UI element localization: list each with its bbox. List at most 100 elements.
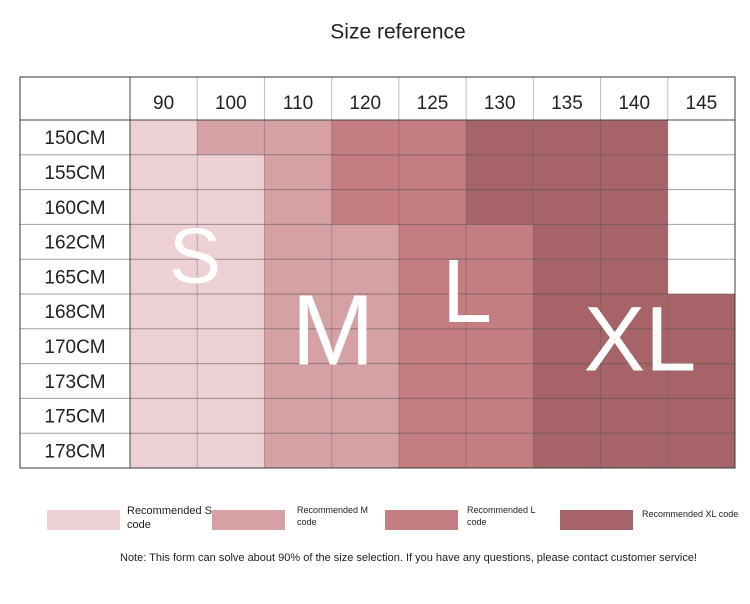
row-header: 165CM	[44, 267, 105, 288]
cell	[533, 398, 601, 434]
legend-line: Recommended XL code	[642, 509, 738, 519]
cell	[331, 154, 399, 190]
column-header: 140	[618, 93, 650, 114]
cell	[197, 259, 265, 294]
cell	[197, 120, 265, 155]
legend-text: Recommended L code	[467, 505, 536, 527]
cell	[130, 224, 198, 260]
cell	[667, 328, 735, 364]
legend-swatch	[47, 510, 120, 530]
cell	[264, 363, 332, 399]
note: Note: This form can solve about 90% of t…	[120, 552, 697, 564]
cell	[197, 398, 265, 434]
legend-swatch	[560, 510, 633, 530]
cell	[533, 224, 601, 260]
column-header: 100	[215, 93, 247, 114]
column-header: 120	[349, 93, 381, 114]
cell	[466, 224, 534, 260]
cell	[197, 294, 265, 329]
cell	[264, 259, 332, 294]
legend-swatch	[385, 510, 458, 530]
cell	[533, 328, 601, 364]
cell	[264, 398, 332, 434]
cell	[600, 328, 668, 364]
legend-text: Recommended XL code	[642, 509, 738, 519]
cell	[398, 189, 467, 225]
cell	[197, 224, 265, 260]
cell	[466, 120, 534, 155]
cell	[331, 363, 399, 399]
legend-line: Recommended L	[467, 505, 536, 515]
row-header: 178CM	[44, 441, 105, 462]
cell	[331, 259, 399, 294]
cell	[600, 294, 668, 329]
cell	[533, 294, 601, 329]
cell	[331, 433, 399, 468]
column-header: 130	[484, 93, 516, 114]
column-header: 110	[283, 93, 313, 114]
cell	[466, 363, 534, 399]
cell	[197, 363, 265, 399]
cell	[130, 363, 198, 399]
legend-line: Recommended M	[297, 505, 368, 515]
row-header: 160CM	[44, 198, 105, 219]
cell	[130, 120, 198, 155]
cell	[398, 294, 467, 329]
cell	[466, 294, 534, 329]
cell	[398, 363, 467, 399]
row-header: 150CM	[44, 128, 105, 149]
cell	[466, 328, 534, 364]
legend-swatch	[212, 510, 285, 530]
legend-text: Recommended M code	[297, 505, 368, 527]
cell	[264, 433, 332, 468]
cell	[197, 154, 265, 190]
cell	[197, 433, 265, 468]
column-header: 145	[686, 93, 718, 114]
legend-line: code	[467, 517, 487, 527]
title: Size reference	[330, 21, 465, 44]
cell	[130, 259, 198, 294]
cell	[264, 224, 332, 260]
zone-label: L	[442, 242, 492, 342]
legend-line: code	[297, 517, 317, 527]
zone-label: S	[169, 212, 221, 300]
cell	[130, 189, 198, 225]
cell	[466, 433, 534, 468]
zone-label: M	[291, 274, 374, 386]
legend-line: Recommended S	[127, 505, 212, 517]
legend-line: code	[127, 519, 151, 531]
column-header: 90	[153, 93, 174, 114]
cell	[264, 120, 332, 155]
cell	[600, 224, 668, 260]
zone-label: XL	[584, 288, 697, 390]
cell	[600, 433, 668, 468]
cell	[197, 189, 265, 225]
cell	[398, 154, 467, 190]
cell	[130, 154, 198, 190]
legend-text: Recommended S code	[127, 505, 212, 531]
cell	[398, 328, 467, 364]
cell	[466, 259, 534, 294]
cell	[466, 189, 534, 225]
cell	[466, 154, 534, 190]
cell	[600, 259, 668, 294]
cell	[331, 189, 399, 225]
row-header: 155CM	[44, 163, 105, 184]
cell	[533, 363, 601, 399]
row-header: 170CM	[44, 337, 105, 358]
column-header: 135	[551, 93, 583, 114]
cell	[667, 363, 735, 399]
cell	[264, 328, 332, 364]
cell	[130, 433, 198, 468]
cell	[533, 120, 601, 155]
cell	[398, 433, 467, 468]
cell	[667, 294, 735, 329]
cell	[264, 154, 332, 190]
cell	[264, 189, 332, 225]
row-header: 175CM	[44, 407, 105, 428]
cell	[533, 154, 601, 190]
cell	[600, 154, 668, 190]
cell	[533, 433, 601, 468]
cell	[533, 259, 601, 294]
